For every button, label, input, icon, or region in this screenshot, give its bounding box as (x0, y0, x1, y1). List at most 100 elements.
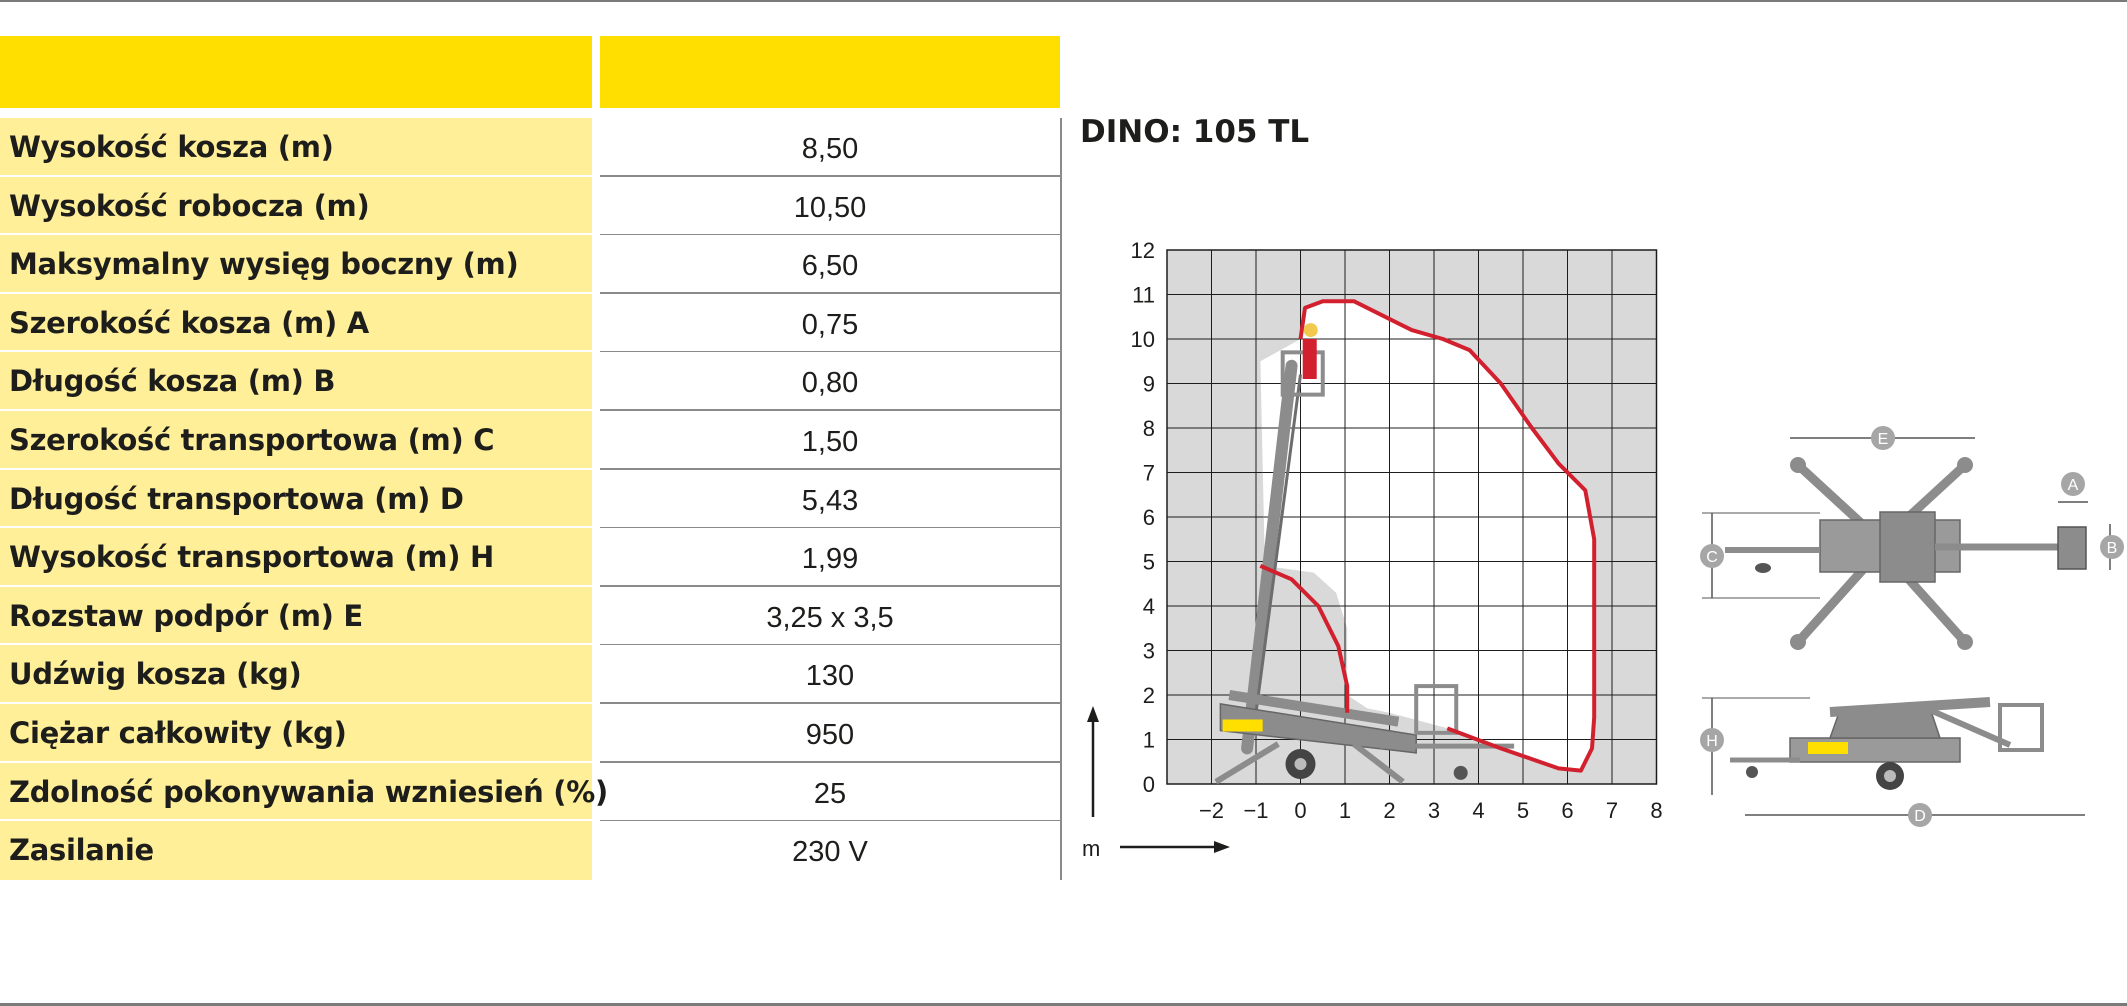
working-envelope-outer (1298, 299, 1597, 773)
x-tick-label: 3 (1428, 798, 1440, 823)
row-label: Wysokość transportowa (m) H (9, 540, 494, 575)
y-tick-label: 4 (1143, 594, 1155, 619)
x-tick-label: 7 (1606, 798, 1618, 823)
table-row: Długość kosza (m) B 0,80 (0, 352, 1060, 411)
row-label-cell: Maksymalny wysięg boczny (m) (0, 235, 592, 294)
row-label: Rozstaw podpór (m) E (9, 598, 363, 633)
row-label-cell: Długość kosza (m) B (0, 352, 592, 411)
row-value: 0,75 (801, 308, 859, 341)
operator-helmet (1303, 323, 1318, 338)
table-row: Szerokość kosza (m) A 0,75 (0, 293, 1060, 353)
top-rule (0, 0, 2127, 2)
table-row: Wysokość robocza (m) 10,50 (0, 176, 1060, 236)
x-tick-label: 4 (1472, 798, 1484, 823)
y-tick-label: 0 (1143, 772, 1155, 797)
row-value: 8,50 (801, 133, 859, 165)
jockey-wheel (1453, 765, 1468, 780)
turret-top (1879, 511, 1936, 583)
dimension-b-label: B (2107, 540, 2118, 557)
row-value: 5,43 (801, 484, 859, 517)
row-label-cell: Szerokość transportowa (m) C (0, 410, 592, 470)
x-tick-label: 6 (1561, 798, 1573, 823)
y-tick-label: 7 (1143, 461, 1155, 486)
row-label: Długość kosza (m) B (9, 364, 336, 399)
boom-arm-side (1928, 707, 2012, 748)
dimension-d-label: D (1914, 808, 1926, 825)
basket-top (2057, 526, 2087, 570)
row-label-cell: Zasilanie (0, 821, 592, 880)
row-label: Maksymalny wysięg boczny (m) (9, 247, 519, 282)
x-tick-label: 2 (1383, 798, 1395, 823)
row-value: 950 (805, 718, 855, 751)
bottom-rule (0, 1003, 2127, 1006)
y-tick-label: 9 (1143, 372, 1155, 397)
dimension-h-label: H (1706, 733, 1718, 750)
lift-machine-illustration (1214, 350, 1515, 785)
x-tick-label: 1 (1339, 798, 1351, 823)
y-tick-label: 2 (1143, 683, 1155, 708)
brand-sticker (1222, 719, 1263, 732)
dimension-b-marker (2100, 535, 2124, 559)
row-value: 230 V (792, 836, 868, 869)
dimension-c-marker (1700, 544, 1724, 568)
row-value: 6,50 (801, 250, 859, 283)
row-label: Udźwig kosza (kg) (9, 657, 302, 692)
dimension-e-marker (1871, 426, 1895, 450)
row-label-cell: Wysokość transportowa (m) H (0, 528, 592, 587)
model-title: DINO: 105 TL (1080, 114, 1310, 150)
row-value: 130 (805, 660, 855, 693)
table-row: Maksymalny wysięg boczny (m) 6,50 (0, 235, 1060, 294)
row-value: 1,99 (801, 543, 859, 576)
row-value: 0,80 (801, 367, 859, 400)
x-tick-label: 0 (1294, 798, 1306, 823)
table-row: Długość transportowa (m) D 5,43 (0, 469, 1060, 529)
row-label: Szerokość transportowa (m) C (9, 422, 495, 457)
row-label: Wysokość robocza (m) (9, 188, 370, 223)
table-row: Wysokość kosza (m) 8,50 (0, 118, 1060, 177)
jockey-wheel-side (1746, 766, 1758, 778)
row-label: Szerokość kosza (m) A (9, 305, 369, 340)
vertical-axis-arrowhead (1087, 706, 1099, 722)
row-label: Wysokość kosza (m) (9, 130, 334, 164)
table-header-left (0, 36, 592, 108)
row-label-cell: Wysokość robocza (m) (0, 176, 592, 236)
x-tick-label: 5 (1517, 798, 1529, 823)
table-row: Zasilanie 230 V (0, 821, 1060, 880)
working-envelope-inner (1259, 564, 1350, 713)
row-label-cell: Udźwig kosza (kg) (0, 645, 592, 704)
y-tick-label: 1 (1143, 728, 1155, 753)
dimension-h-marker (1700, 728, 1724, 752)
x-tick-label: 8 (1650, 798, 1662, 823)
row-value: 1,50 (801, 425, 859, 458)
top-view-drawing: E C A B (1700, 426, 2124, 650)
outrigger-pads (1790, 457, 1973, 650)
basket-side (1998, 703, 2044, 752)
horizontal-axis-arrowhead (1214, 841, 1230, 853)
brand-sticker-side (1808, 742, 1848, 754)
side-view-drawing: H D (1700, 697, 2085, 827)
table-row: Ciężar całkowity (kg) 950 (0, 703, 1060, 763)
unit-label: m (1082, 836, 1100, 861)
y-tick-label: 11 (1132, 283, 1155, 308)
row-label: Długość transportowa (m) D (9, 481, 464, 516)
row-label-cell: Zdolność pokonywania wzniesień (%) (0, 762, 608, 822)
table-row: Szerokość transportowa (m) C 1,50 (0, 410, 1060, 470)
dimension-d-marker (1908, 803, 1932, 827)
row-label: Zdolność pokonywania wzniesień (%) (9, 774, 608, 809)
table-header-right (600, 36, 1060, 108)
row-value: 3,25 x 3,5 (766, 601, 894, 634)
y-tick-label: 6 (1143, 505, 1155, 530)
dimension-e-label: E (1878, 431, 1889, 448)
working-area-fill (1260, 301, 1595, 771)
basket (1280, 350, 1325, 397)
jockey-wheel-top (1755, 563, 1771, 573)
spec-table: Wysokość kosza (m) 8,50 Wysokość robocza (… (0, 118, 1060, 880)
row-value: 10,50 (793, 191, 867, 224)
row-label-cell: Ciężar całkowity (kg) (0, 703, 592, 763)
table-row: Rozstaw podpór (m) E 3,25 x 3,5 (0, 586, 1060, 646)
table-right-border (1060, 118, 1062, 880)
row-label-cell: Długość transportowa (m) D (0, 469, 592, 529)
row-label-cell: Szerokość kosza (m) A (0, 293, 592, 353)
